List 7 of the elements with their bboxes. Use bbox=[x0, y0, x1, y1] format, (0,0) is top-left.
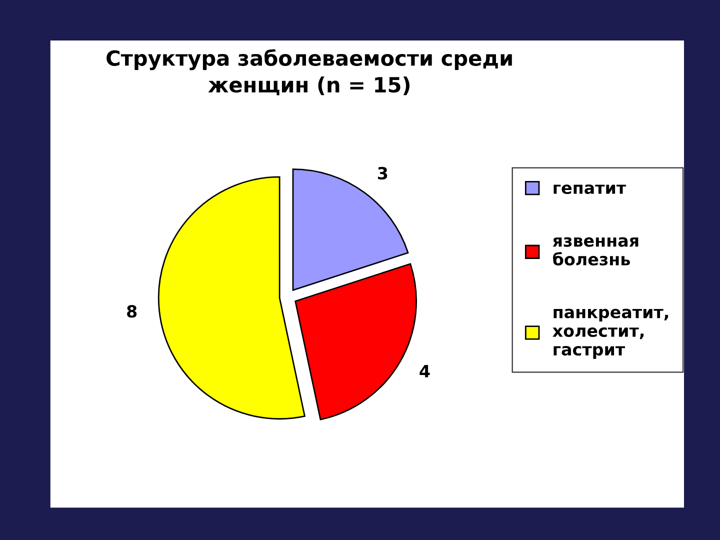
data-label: 8 bbox=[127, 305, 137, 318]
legend-label: гепатит bbox=[554, 184, 626, 194]
legend-label: язвенная болезнь bbox=[552, 237, 638, 266]
data-label: 4 bbox=[420, 365, 430, 378]
legend-label: панкреатит, холестит, гастрит bbox=[552, 308, 668, 359]
data-label: 3 bbox=[378, 166, 388, 180]
chart-title: Структура заболеваемости среди женщин (n = 15) bbox=[106, 49, 512, 96]
